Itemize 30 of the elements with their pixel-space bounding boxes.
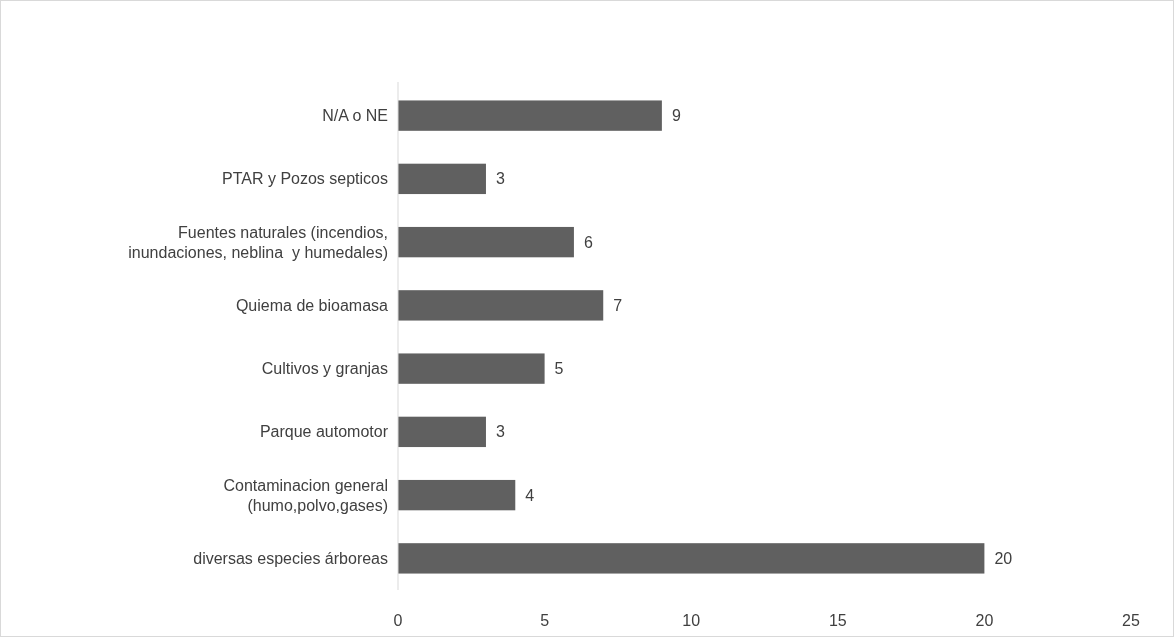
y-tick-label: PTAR y Pozos septicos	[222, 170, 388, 188]
data-label: 3	[495, 423, 505, 441]
y-tick-label: Quiema de bioamasa	[235, 296, 389, 314]
data-label: 20	[994, 549, 1013, 567]
y-tick-label: Contaminacion general (humo,polvo,gases)	[223, 476, 388, 514]
bar	[398, 163, 486, 195]
data-label: 9	[671, 107, 681, 125]
bar	[398, 416, 486, 448]
bar	[398, 479, 516, 511]
x-tick-label: 10	[682, 612, 701, 629]
bar	[398, 353, 545, 384]
y-tick-label: N/A o NE	[322, 107, 388, 125]
data-label: 6	[583, 233, 593, 251]
x-tick-label: 15	[828, 612, 847, 629]
bar	[398, 100, 662, 131]
y-tick-label: diversas especies árboreas	[193, 549, 388, 567]
y-tick-label: Parque automotor	[259, 423, 389, 441]
x-tick-label: 25	[1122, 612, 1140, 629]
data-label: 4	[525, 486, 535, 504]
bar	[398, 543, 985, 574]
y-tick-label: Fuentes naturales (incendios, inundaciones, neblina y humedales)	[128, 223, 388, 261]
x-tick-label: 20	[975, 612, 994, 629]
data-label: 7	[613, 296, 623, 314]
y-tick-label: Cultivos y granjas	[261, 360, 388, 378]
bar	[398, 290, 604, 321]
bar	[398, 226, 574, 258]
data-label: 5	[554, 360, 564, 378]
x-tick-label: 5	[540, 612, 550, 629]
x-tick-label: 0	[393, 612, 403, 629]
data-label: 3	[495, 170, 505, 188]
